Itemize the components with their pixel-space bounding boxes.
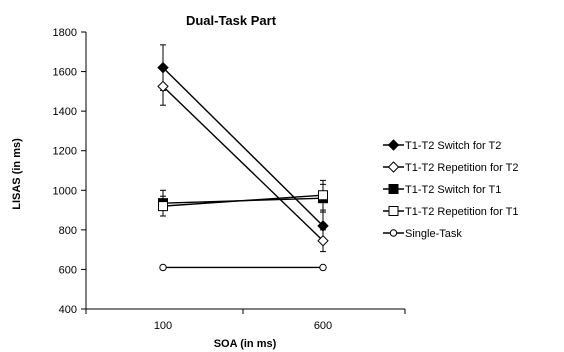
series-line (162, 194, 324, 207)
legend-marker (387, 161, 400, 173)
y-tick-label: 1600 (53, 67, 77, 79)
series-4 (158, 179, 328, 217)
series-5 (159, 263, 327, 272)
data-point (158, 201, 168, 212)
legend: T1-T2 Switch for T2 T1-T2 Repetition for … (383, 139, 519, 240)
legend-label: T1-T2 Switch for T2 (405, 140, 501, 152)
series-1 (157, 44, 329, 241)
legend-item-2: T1-T2 Repetition for T2 (383, 161, 519, 174)
data-point (319, 263, 327, 272)
chart-title: Dual-Task Part (186, 13, 277, 28)
legend-item-4: T1-T2 Repetition for T1 (383, 206, 519, 218)
legend-marker (387, 139, 400, 151)
legend-item-1: T1-T2 Switch for T2 (383, 139, 501, 152)
x-tick-label: 100 (154, 320, 172, 332)
legend-marker (388, 206, 399, 216)
y-tick-label: 1400 (53, 106, 77, 118)
legend-label: Single-Task (405, 228, 462, 240)
y-tick-label: 1200 (53, 146, 77, 158)
series-2 (157, 67, 329, 253)
plot-area (157, 44, 329, 272)
legend-label: T1-T2 Switch for T1 (405, 184, 501, 196)
legend-label: T1-T2 Repetition for T2 (405, 162, 519, 174)
x-tick-label: 600 (314, 320, 332, 332)
data-point (317, 235, 329, 247)
data-point (157, 80, 169, 93)
x-axis-title: SOA (in ms) (214, 338, 277, 350)
y-tick-label: 600 (59, 264, 77, 276)
data-point (318, 190, 328, 201)
data-point (159, 263, 167, 272)
legend-item-5: Single-Task (383, 228, 462, 240)
legend-marker (388, 184, 399, 194)
y-tick-label: 400 (59, 304, 77, 316)
y-axis-title: LISAS (in ms) (11, 138, 23, 210)
y-tick-label: 1800 (53, 27, 77, 39)
y-tick-label: 1000 (53, 185, 77, 197)
legend-label: T1-T2 Repetition for T1 (405, 206, 519, 218)
series-line (162, 85, 324, 242)
axes: 400 600 800 1000 1200 1400 1600 1800 100 600 (53, 27, 406, 332)
y-tick-label: 800 (59, 225, 77, 237)
legend-item-3: T1-T2 Switch for T1 (383, 184, 501, 196)
legend-marker (389, 229, 398, 237)
